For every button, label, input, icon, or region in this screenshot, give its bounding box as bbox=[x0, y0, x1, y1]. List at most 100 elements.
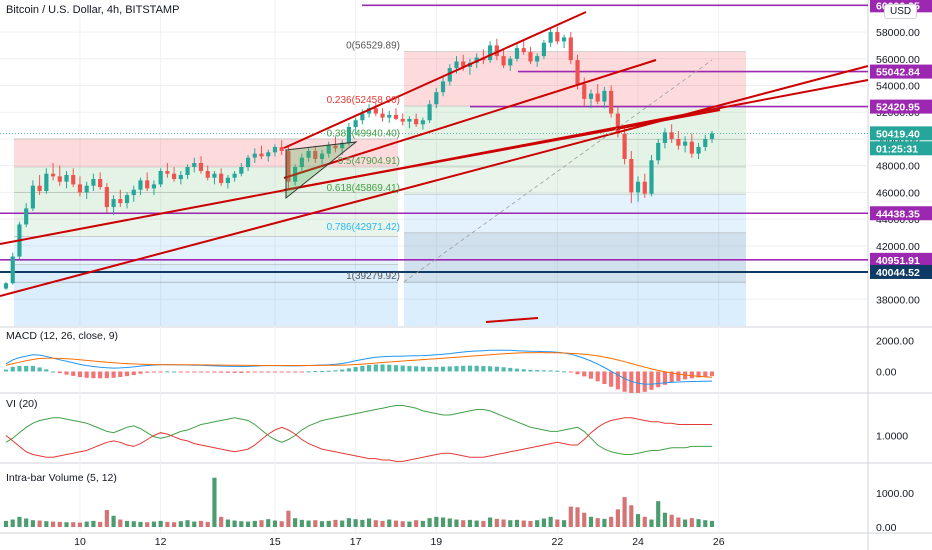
price-tag-text: 50419.40 bbox=[876, 128, 920, 140]
volume-bar bbox=[689, 518, 694, 527]
candle-body bbox=[582, 84, 587, 99]
candle-body bbox=[279, 146, 284, 151]
volume-bar bbox=[656, 501, 661, 527]
fib-diagonal bbox=[403, 59, 713, 283]
volume-bar bbox=[272, 520, 278, 527]
volume-bar bbox=[467, 519, 473, 527]
volume-bar bbox=[561, 520, 567, 527]
price-tick: 58000.00 bbox=[876, 27, 920, 39]
volume-bar bbox=[64, 522, 69, 527]
volume-bar bbox=[319, 521, 325, 527]
trend-line bbox=[0, 65, 869, 297]
volume-bar bbox=[454, 519, 459, 527]
macd-histogram-bar bbox=[521, 369, 526, 372]
candle-body bbox=[245, 157, 251, 168]
candle-body bbox=[205, 171, 210, 178]
candle-body bbox=[649, 160, 654, 194]
fib-label: 0.786(42971.42) bbox=[327, 222, 400, 233]
fibonacci-zones bbox=[14, 51, 746, 326]
macd-histogram-bar bbox=[111, 371, 116, 378]
macd-histogram-bar bbox=[212, 371, 217, 373]
macd-histogram-bar bbox=[37, 367, 42, 372]
candle-body bbox=[575, 60, 580, 85]
volume-bar bbox=[340, 520, 345, 527]
volume-bar bbox=[10, 519, 15, 527]
macd-histogram-bar bbox=[649, 371, 654, 390]
candle-body bbox=[414, 118, 419, 125]
volume-bar bbox=[84, 521, 89, 527]
candle-body bbox=[98, 179, 103, 188]
macd-histogram-bar bbox=[266, 371, 271, 373]
volume-bar bbox=[138, 521, 143, 527]
macd-histogram-bar bbox=[387, 364, 392, 372]
macd-histogram-bar bbox=[178, 371, 183, 373]
macd-histogram-bar bbox=[3, 369, 9, 372]
macd-histogram-bar bbox=[64, 371, 69, 375]
time-tick: 22 bbox=[552, 536, 564, 548]
candle-body bbox=[212, 173, 217, 178]
candle-body bbox=[387, 114, 392, 118]
volume-bar bbox=[205, 521, 210, 527]
volume-bar bbox=[353, 519, 358, 527]
macd-tick: 2000.00 bbox=[876, 336, 914, 348]
candle-body bbox=[393, 114, 399, 119]
candle-body bbox=[588, 93, 594, 99]
fib-zone bbox=[404, 106, 746, 140]
volume-bar bbox=[400, 521, 405, 527]
trend-line bbox=[283, 11, 587, 149]
volume-bar bbox=[3, 520, 9, 527]
macd-histogram-bar bbox=[548, 370, 553, 372]
volume-bar bbox=[57, 521, 62, 527]
volume-bar bbox=[313, 520, 318, 527]
macd-histogram-bar bbox=[340, 369, 345, 372]
triangle-pattern bbox=[285, 141, 358, 200]
volume-bar bbox=[622, 497, 627, 527]
price-tag-text: 40951.91 bbox=[876, 255, 920, 267]
candle-body bbox=[3, 283, 9, 289]
macd-histogram-bar bbox=[642, 371, 647, 392]
macd-histogram-bar bbox=[414, 366, 419, 372]
candle-body bbox=[259, 153, 264, 157]
volume-bar bbox=[521, 520, 526, 527]
volume-bar bbox=[649, 519, 654, 527]
candle-body bbox=[629, 158, 634, 193]
candle-body bbox=[299, 157, 304, 168]
price-tick: 46000.00 bbox=[876, 187, 920, 199]
candle-body bbox=[84, 185, 89, 193]
currency-button[interactable]: USD bbox=[884, 4, 918, 19]
candle-body bbox=[360, 113, 365, 121]
candle-body bbox=[561, 37, 567, 42]
macd-histogram-bar bbox=[360, 365, 365, 372]
candle-body bbox=[689, 141, 694, 154]
candle-body bbox=[178, 175, 183, 180]
macd-histogram-bar bbox=[568, 371, 573, 373]
candle-body bbox=[635, 181, 641, 193]
trend-line bbox=[283, 109, 721, 191]
candle-body bbox=[30, 185, 35, 209]
volume-bar bbox=[380, 520, 385, 527]
candle-body bbox=[252, 153, 257, 158]
candle-body bbox=[676, 138, 681, 146]
macd-histogram-bar bbox=[461, 365, 466, 372]
macd-histogram-bar bbox=[447, 366, 452, 372]
candle-body bbox=[111, 199, 116, 208]
price-tag-text: 40044.52 bbox=[876, 267, 920, 279]
price-tag bbox=[870, 64, 932, 79]
macd-histogram-bar bbox=[10, 366, 15, 372]
volume-bar bbox=[387, 519, 392, 527]
macd-histogram-bar bbox=[165, 371, 170, 373]
price-tag bbox=[870, 206, 932, 221]
macd-histogram-bar bbox=[488, 366, 493, 372]
fib-zone bbox=[14, 192, 398, 214]
volume-bar bbox=[24, 518, 29, 527]
volume-bar bbox=[568, 506, 573, 527]
volume-bar bbox=[151, 521, 157, 527]
volume-bar bbox=[683, 519, 688, 527]
volume-bar bbox=[111, 515, 116, 527]
time-tick: 26 bbox=[713, 536, 725, 548]
macd-histogram-bar bbox=[131, 371, 136, 376]
vi-title: VI (20) bbox=[6, 398, 38, 410]
macd-histogram-bar bbox=[474, 365, 479, 372]
candle-body bbox=[642, 181, 647, 194]
volume-bar bbox=[555, 519, 560, 527]
